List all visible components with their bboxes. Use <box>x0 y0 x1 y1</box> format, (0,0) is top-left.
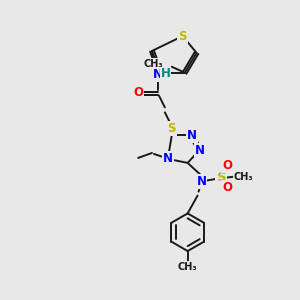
Text: N: N <box>196 175 206 188</box>
Text: S: S <box>217 171 226 184</box>
Text: N: N <box>155 66 165 79</box>
Text: O: O <box>222 159 232 172</box>
Text: N: N <box>163 152 173 165</box>
Text: N: N <box>194 143 205 157</box>
Text: S: S <box>167 122 176 135</box>
Text: O: O <box>133 86 143 99</box>
Text: N: N <box>153 68 163 81</box>
Text: S: S <box>178 30 187 43</box>
Text: O: O <box>222 181 232 194</box>
Text: CH₃: CH₃ <box>233 172 253 182</box>
Text: N: N <box>187 129 196 142</box>
Text: CH₃: CH₃ <box>178 262 197 272</box>
Text: CH₃: CH₃ <box>143 59 163 69</box>
Text: H: H <box>161 67 171 80</box>
